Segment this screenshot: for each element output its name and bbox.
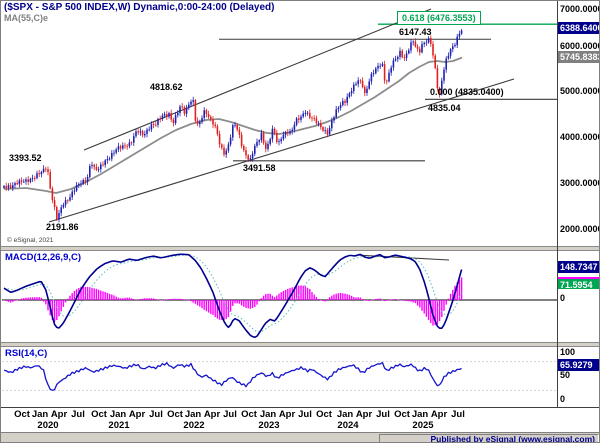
low-2191-label: 2191.86	[46, 222, 79, 232]
x-axis-quarter-label[interactable]: Apr	[355, 409, 373, 420]
price-badge[interactable]: 6388.6400	[558, 22, 600, 34]
pane-divider-price-macd[interactable]	[1, 246, 599, 251]
x-axis-quarter-label[interactable]: Jan	[109, 409, 127, 420]
pane-divider-macd-rsi[interactable]	[1, 342, 599, 347]
x-axis-quarter-label[interactable]: Oct	[14, 409, 30, 420]
x-axis-row	[1, 407, 599, 432]
macd-badge[interactable]: 71.5954	[558, 277, 599, 290]
fib-618-label: 0.618 (6476.3553)	[397, 11, 481, 25]
price-axis-border	[557, 1, 558, 407]
x-axis-quarter-label[interactable]: Apr	[430, 409, 448, 420]
published-by-label: Published by eSignal (www.esignal.com)	[379, 434, 599, 442]
x-axis-year-label: 2022	[183, 420, 205, 431]
x-axis-year-label: 2023	[258, 420, 280, 431]
x-axis-quarter-label[interactable]: Jul	[71, 409, 85, 420]
ma-study-label: MA(55,C)e	[4, 13, 49, 23]
price-axis-label: 2000.0000	[560, 224, 600, 234]
rsi-study-label: RSI(14,C)	[5, 348, 48, 359]
rsi-axis-label: 100	[560, 347, 576, 357]
price-axis-label: 6000.0000	[560, 41, 600, 51]
x-axis-quarter-label[interactable]: Jan	[31, 409, 49, 420]
x-axis-quarter-label[interactable]: Jul	[451, 409, 465, 420]
x-axis-year-label: 2025	[412, 420, 434, 431]
peak-3393-label: 3393.52	[9, 153, 42, 163]
x-axis-quarter-label[interactable]: Jan	[411, 409, 429, 420]
x-axis-year-label: 2021	[108, 420, 130, 431]
x-axis-quarter-label[interactable]: Jul	[376, 409, 390, 420]
status-bar: Published by eSignal (www.esignal.com)	[1, 432, 599, 442]
macd-badge[interactable]: 148.7347	[558, 261, 599, 273]
low-4835-label: 4835.04	[428, 103, 461, 113]
macd-zero-label: 0	[560, 293, 566, 303]
x-axis-year-label: 2024	[337, 420, 359, 431]
x-axis-year-label: 2020	[37, 420, 59, 431]
x-axis-quarter-label[interactable]: Oct	[394, 409, 410, 420]
copyright-label: © eSignal, 2021	[7, 237, 54, 244]
x-axis-quarter-label[interactable]: Jan	[184, 409, 202, 420]
low-3491-label: 3491.58	[243, 163, 276, 173]
x-axis-quarter-label[interactable]: Oct	[316, 409, 332, 420]
x-axis-quarter-label[interactable]: Oct	[167, 409, 183, 420]
x-axis-quarter-label[interactable]: Oct	[91, 409, 107, 420]
price-badge[interactable]: 5745.8383	[558, 51, 600, 63]
price-axis-label: 4000.0000	[560, 132, 600, 142]
x-axis-quarter-label[interactable]: Jan	[259, 409, 277, 420]
x-axis-quarter-label[interactable]: Apr	[278, 409, 296, 420]
x-axis-quarter-label[interactable]: Oct	[241, 409, 257, 420]
x-axis-quarter-label[interactable]: Jul	[149, 409, 163, 420]
x-axis-quarter-label[interactable]: Jul	[223, 409, 237, 420]
price-axis-label: 3000.0000	[560, 178, 600, 188]
price-axis-label: 5000.0000	[560, 86, 600, 96]
x-axis-quarter-label[interactable]: Jan	[336, 409, 354, 420]
fib-0-label: 0.000 (4835.0400)	[430, 87, 504, 97]
rsi-axis-label: 0	[560, 394, 566, 404]
peak-6147-label: 6147.43	[399, 27, 432, 37]
chart-title: ($SPX - S&P 500 INDEX,W) Dynamic,0:00-24…	[4, 2, 275, 13]
macd-study-label: MACD(12,26,9,C)	[5, 252, 82, 263]
x-axis-quarter-label[interactable]: Apr	[50, 409, 68, 420]
peak-4818-label: 4818.62	[150, 82, 183, 92]
x-axis-quarter-label[interactable]: Apr	[128, 409, 146, 420]
price-axis-label: 7000.0000	[560, 4, 600, 14]
rsi-axis-label: 50	[560, 370, 571, 380]
x-axis-quarter-label[interactable]: Jul	[298, 409, 312, 420]
x-axis-quarter-label[interactable]: Apr	[203, 409, 221, 420]
rsi-badge[interactable]: 65.9279	[558, 359, 599, 371]
